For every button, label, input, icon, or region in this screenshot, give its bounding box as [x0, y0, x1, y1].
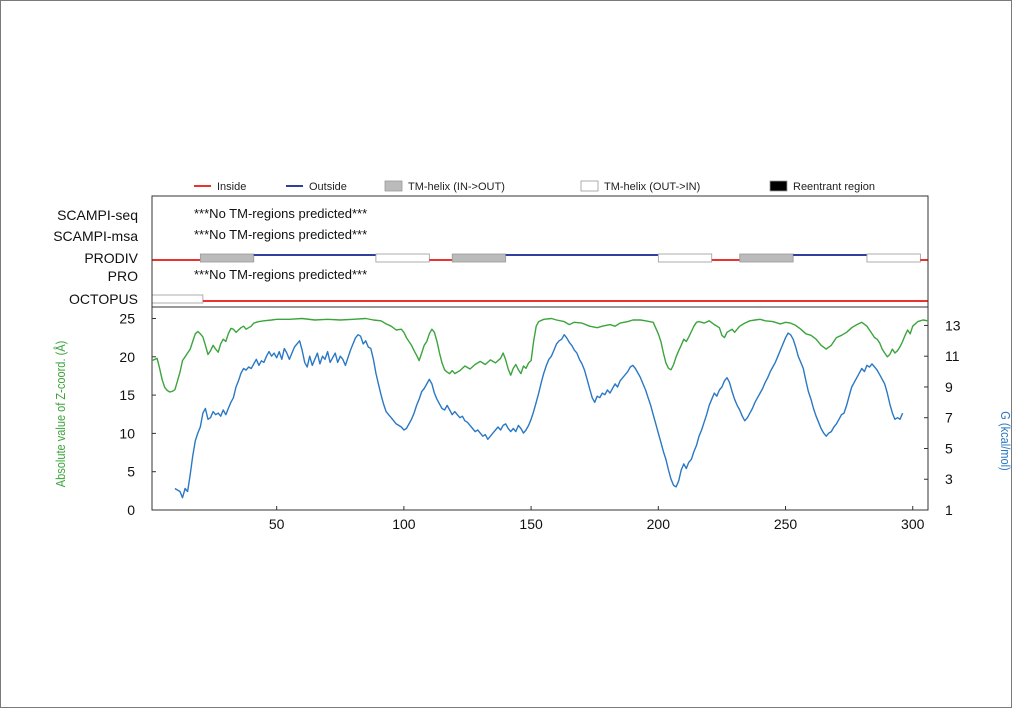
x-tick-label: 100	[392, 516, 416, 532]
chart-series	[151, 317, 929, 499]
tm-helix-segment	[866, 253, 921, 263]
legend-label: TM-helix (OUT->IN)	[604, 181, 700, 193]
y-right-tick-label: 9	[945, 379, 953, 395]
y-right-tick-label: 11	[945, 348, 960, 364]
track-label: SCAMPI-seq	[57, 207, 138, 223]
delta-g-line	[174, 332, 904, 499]
tm-helix-segment	[151, 294, 204, 304]
track-message: ***No TM-regions predicted***	[194, 267, 367, 282]
track-label: PRODIV	[84, 250, 138, 266]
tm-helix-segment	[451, 253, 507, 263]
x-tick-label: 200	[647, 516, 671, 532]
tm-helix-segment	[739, 253, 794, 263]
y-axis-right-label: G (kcal/mol)	[998, 411, 1011, 470]
legend-swatch	[769, 180, 788, 192]
legend-label: Reentrant region	[793, 181, 875, 193]
y-left-tick-label: 15	[119, 387, 135, 403]
legend-label: Outside	[309, 181, 347, 193]
track-label: SCAMPI-msa	[53, 228, 138, 244]
track-label: OCTOPUS	[69, 291, 138, 307]
track-message: ***No TM-regions predicted***	[194, 206, 367, 221]
y-axis-left: 0 5 10 15 20 25	[119, 310, 156, 518]
x-tick-label: 150	[519, 516, 543, 532]
chart-legend: Inside Outside TM-helix (IN->OUT) TM-helix …	[194, 180, 875, 193]
tm-helix-segment	[375, 253, 430, 263]
y-left-tick-label: 25	[119, 310, 135, 326]
x-tick-label: 300	[901, 516, 925, 532]
topology-tracks: SCAMPI-seq ***No TM-regions predicted*** S…	[53, 206, 928, 307]
legend-label: Inside	[217, 181, 246, 193]
legend-swatch	[384, 180, 403, 192]
y-right-tick-label: 3	[945, 471, 953, 487]
z-coord-line	[151, 317, 929, 393]
x-tick-label: 250	[774, 516, 798, 532]
y-right-tick-label: 13	[945, 317, 961, 333]
x-axis: 50 100 150 200 250 300	[269, 506, 925, 532]
y-right-tick-label: 5	[945, 440, 953, 456]
y-right-tick-label: 7	[945, 410, 953, 426]
y-left-tick-label: 20	[119, 349, 135, 365]
legend-swatch	[580, 180, 599, 192]
y-left-tick-label: 10	[119, 425, 135, 441]
y-left-tick-label: 0	[127, 502, 135, 518]
y-left-tick-label: 5	[127, 464, 135, 480]
legend-label: TM-helix (IN->OUT)	[408, 181, 505, 193]
tm-helix-segment	[657, 253, 713, 263]
x-tick-label: 50	[269, 516, 285, 532]
plot-frame	[151, 195, 929, 511]
track-message: ***No TM-regions predicted***	[194, 227, 367, 242]
y-right-tick-label: 1	[945, 502, 953, 518]
track-label: PRO	[108, 268, 138, 284]
y-axis-left-label: Absolute value of Z-coord. (Å)	[52, 341, 68, 488]
tm-helix-segment	[199, 253, 255, 263]
